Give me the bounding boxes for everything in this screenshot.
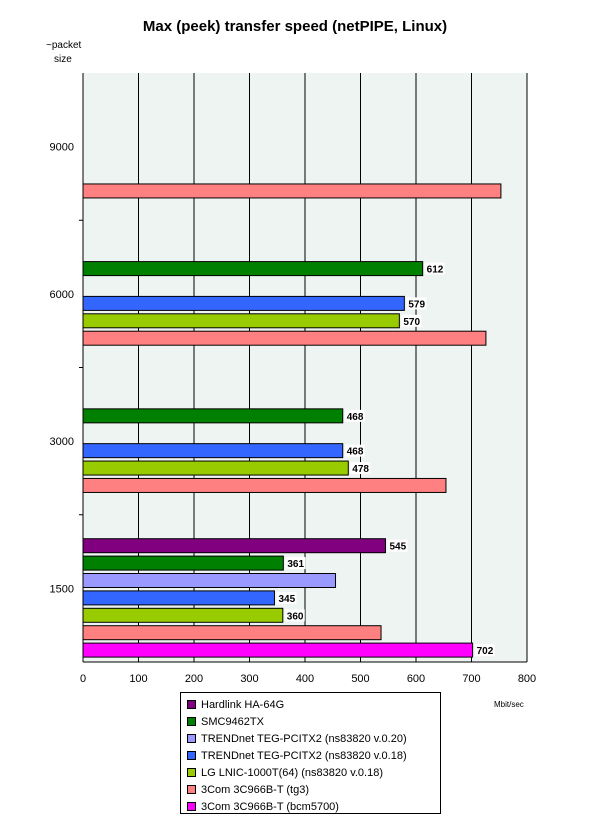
bar-smc9462tx-6000	[82, 261, 424, 277]
legend-swatch	[187, 785, 196, 794]
legend: Hardlink HA-64G SMC9462TX TRENDnet TEG-PCI…	[180, 692, 441, 814]
data-label-smc9462tx-3000: 468	[347, 412, 364, 423]
legend-swatch	[187, 734, 196, 743]
y-tick-label-9000: 9000	[50, 142, 74, 154]
bar-smc9462tx-3000	[82, 408, 344, 424]
data-label-lg-lnic-1000t-64-ns83820-v-0-18-3000: 478	[352, 464, 369, 475]
legend-swatch	[187, 802, 196, 811]
legend-label: 3Com 3C966B-T (tg3)	[201, 783, 310, 796]
data-label-smc9462tx-6000: 612	[427, 265, 444, 276]
data-label-bg	[406, 297, 427, 310]
data-label-bg	[387, 539, 408, 552]
data-label-bg	[284, 609, 305, 622]
legend-swatch	[187, 700, 196, 709]
data-label-lg-lnic-1000t-64-ns83820-v-0-18-6000: 570	[403, 317, 420, 328]
x-tick-label-400: 400	[296, 673, 314, 685]
bar-3com-3c966b-t-tg3-6000	[82, 330, 487, 346]
legend-item-hardlink-ha-64g: Hardlink HA-64G	[187, 696, 440, 713]
legend-item-3com-3c966b-t-bcm5700: 3Com 3C966B-T (bcm5700)	[187, 798, 440, 815]
data-label-smc9462tx-1500: 361	[287, 559, 304, 570]
legend-item-trendnet-teg-pcitx2-ns83820-v-0-18: TRENDnet TEG-PCITX2 (ns83820 v.0.18)	[187, 747, 440, 764]
x-tick-label-600: 600	[407, 673, 425, 685]
bar-3com-3c966b-t-tg3-1500	[82, 625, 382, 641]
bar-lg-lnic-1000t-64-ns83820-v-0-18-6000	[82, 313, 400, 329]
data-label-bg	[350, 462, 371, 475]
x-tick-label-500: 500	[351, 673, 369, 685]
x-tick-label-300: 300	[240, 673, 258, 685]
y-axis-label-line1: ~packet	[46, 40, 82, 51]
data-label-lg-lnic-1000t-64-ns83820-v-0-18-1500: 360	[287, 611, 304, 622]
x-tick-label-0: 0	[80, 673, 86, 685]
legend-label: 3Com 3C966B-T (bcm5700)	[201, 800, 339, 813]
bar-3com-3c966b-t-bcm5700-1500	[82, 642, 474, 658]
data-label-trendnet-teg-pcitx2-ns83820-v-0-18-3000: 468	[347, 447, 364, 458]
x-tick-label-800: 800	[518, 673, 536, 685]
legend-label: LG LNIC-1000T(64) (ns83820 v.0.18)	[201, 766, 383, 779]
legend-label: SMC9462TX	[201, 715, 264, 728]
data-label-3com-3c966b-t-bcm5700-1500: 702	[477, 646, 494, 657]
legend-item-trendnet-teg-pcitx2-ns83820-v-0-20: TRENDnet TEG-PCITX2 (ns83820 v.0.20)	[187, 730, 440, 747]
legend-swatch	[187, 768, 196, 777]
data-label-bg	[285, 557, 306, 570]
x-tick-label-100: 100	[129, 673, 147, 685]
bar-smc9462tx-1500	[82, 555, 284, 571]
y-axis-label-line2: size	[54, 54, 72, 65]
data-label-bg	[424, 262, 445, 275]
legend-item-3com-3c966b-t-tg3: 3Com 3C966B-T (tg3)	[187, 781, 440, 798]
data-label-bg	[344, 444, 365, 457]
data-label-bg	[276, 591, 297, 604]
y-tick-label-3000: 3000	[50, 436, 74, 448]
bar-3com-3c966b-t-tg3-9000	[82, 183, 502, 199]
bar-lg-lnic-1000t-64-ns83820-v-0-18-1500	[82, 607, 284, 623]
bar-trendnet-teg-pcitx2-ns83820-v-0-20-1500	[82, 573, 337, 588]
bar-hardlink-ha-64g-1500	[82, 538, 386, 554]
data-label-bg	[401, 314, 422, 327]
legend-item-smc9462tx: SMC9462TX	[187, 713, 440, 730]
legend-label: TRENDnet TEG-PCITX2 (ns83820 v.0.20)	[201, 732, 407, 745]
x-tick-label-700: 700	[462, 673, 480, 685]
data-label-trendnet-teg-pcitx2-ns83820-v-0-18-1500: 345	[278, 594, 295, 605]
legend-swatch	[187, 717, 196, 726]
bar-lg-lnic-1000t-64-ns83820-v-0-18-3000	[82, 460, 349, 476]
legend-item-lg-lnic-1000t-64-ns83820-v-0-18: LG LNIC-1000T(64) (ns83820 v.0.18)	[187, 764, 440, 781]
bar-trendnet-teg-pcitx2-ns83820-v-0-18-1500	[82, 590, 275, 606]
x-tick-label-200: 200	[185, 673, 203, 685]
y-tick-label-1500: 1500	[50, 583, 74, 595]
legend-label: TRENDnet TEG-PCITX2 (ns83820 v.0.18)	[201, 749, 407, 762]
bar-3com-3c966b-t-tg3-3000	[82, 477, 447, 493]
bar-chart: 0 100 200 300 400 500 600 700 800 9000 6000 612 579 5…	[50, 73, 536, 685]
legend-swatch	[187, 751, 196, 760]
data-label-bg	[474, 644, 495, 657]
bar-trendnet-teg-pcitx2-ns83820-v-0-18-6000	[82, 295, 405, 311]
data-label-bg	[344, 409, 365, 422]
bar-trendnet-teg-pcitx2-ns83820-v-0-18-3000	[82, 443, 344, 459]
y-tick-label-6000: 6000	[50, 289, 74, 301]
x-axis-unit-label: Mbit/sec	[494, 700, 524, 709]
legend-label: Hardlink HA-64G	[201, 698, 285, 711]
data-label-trendnet-teg-pcitx2-ns83820-v-0-18-6000: 579	[408, 299, 425, 310]
chart-title: Max (peek) transfer speed (netPIPE, Linu…	[142, 18, 448, 35]
data-label-hardlink-ha-64g-1500: 545	[389, 542, 406, 553]
